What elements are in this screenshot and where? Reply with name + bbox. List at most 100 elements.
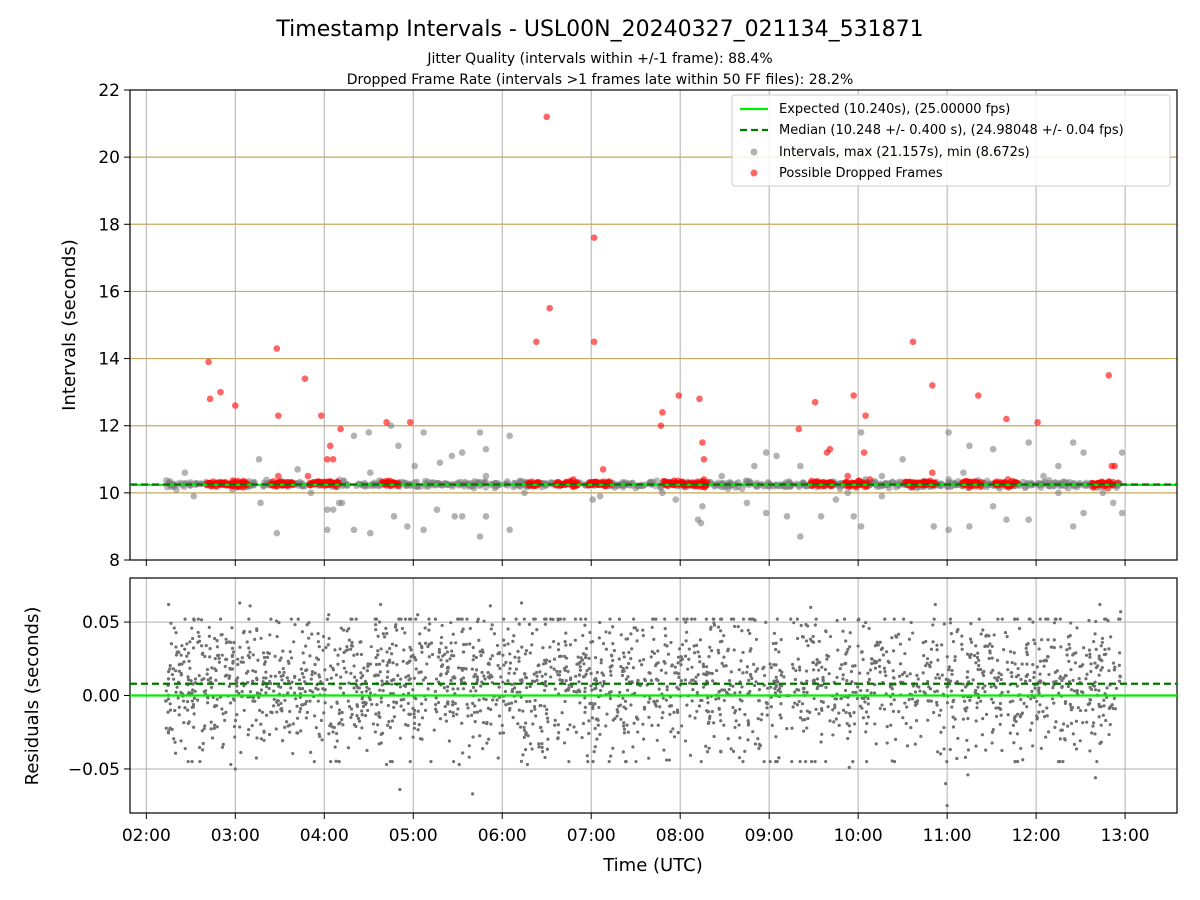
residual-point <box>769 685 773 689</box>
residual-point <box>397 617 401 621</box>
residual-point <box>697 654 702 659</box>
residual-point <box>202 690 206 694</box>
residual-point <box>198 759 202 764</box>
residual-point <box>1094 647 1098 652</box>
residual-point <box>913 700 918 704</box>
residual-point <box>727 687 731 692</box>
residual-point <box>316 699 320 703</box>
residual-point <box>846 647 850 651</box>
residual-point <box>398 787 402 792</box>
residual-point <box>935 643 939 647</box>
residual-point <box>475 710 480 714</box>
residual-point <box>313 671 317 675</box>
residual-point <box>501 731 506 735</box>
residual-point <box>1114 686 1119 690</box>
residual-point <box>366 708 370 713</box>
residual-point <box>623 699 628 703</box>
residual-point <box>540 749 545 754</box>
residual-point <box>427 642 431 646</box>
residual-point <box>446 666 450 670</box>
residual-point <box>675 617 679 621</box>
residual-point <box>773 691 777 695</box>
residual-point <box>745 670 749 674</box>
residual-point <box>883 617 887 621</box>
residual-point <box>595 679 599 683</box>
residual-point <box>567 683 571 687</box>
interval-y-tick-label: 8 <box>109 551 120 571</box>
residual-point <box>692 651 697 655</box>
residual-point <box>305 623 309 627</box>
residual-point <box>485 720 489 725</box>
residual-point <box>1107 647 1111 651</box>
residual-point <box>1045 654 1050 659</box>
residual-point <box>812 678 816 682</box>
residual-point <box>438 650 442 654</box>
residual-point <box>316 640 320 644</box>
residual-point <box>549 665 553 669</box>
residual-point <box>1102 704 1106 708</box>
dropped-frame-point <box>318 412 325 419</box>
residual-point <box>363 679 368 683</box>
residual-point <box>977 696 981 700</box>
residual-point <box>232 698 236 702</box>
residual-point <box>508 652 512 656</box>
residual-point <box>902 670 907 675</box>
residual-point <box>779 702 783 706</box>
residual-point <box>1051 686 1055 690</box>
residual-point <box>1070 706 1075 710</box>
residual-point <box>557 654 562 659</box>
residual-point <box>831 733 835 737</box>
residual-point <box>676 655 681 659</box>
residual-point <box>626 730 630 734</box>
residual-point <box>182 660 186 664</box>
residual-point <box>695 709 699 714</box>
interval-point <box>458 449 466 456</box>
residual-point <box>361 704 366 709</box>
residual-point <box>510 689 515 694</box>
residual-point <box>1088 655 1092 659</box>
residual-point <box>300 672 305 676</box>
residual-point <box>443 712 447 717</box>
residual-point <box>625 637 630 641</box>
residual-point <box>370 702 374 707</box>
residual-point <box>965 738 969 743</box>
residual-point <box>1111 661 1116 665</box>
residual-point <box>874 742 878 746</box>
residual-point <box>466 714 470 718</box>
residual-point <box>890 636 894 640</box>
residual-point <box>1053 725 1057 729</box>
residual-point <box>627 650 631 654</box>
residual-point <box>203 724 207 728</box>
residual-point <box>1097 654 1101 658</box>
residual-point <box>835 618 839 623</box>
residual-point <box>779 716 783 720</box>
residual-point <box>528 742 533 746</box>
residual-point <box>386 703 390 708</box>
residual-point <box>299 667 303 671</box>
residual-point <box>676 672 681 676</box>
residual-point <box>820 665 824 669</box>
residual-point <box>983 684 987 688</box>
residual-point <box>1033 642 1037 646</box>
residual-point <box>516 722 520 726</box>
residual-point <box>390 719 395 723</box>
residual-point <box>979 667 983 672</box>
legend-expected-label: Expected (10.240s), (25.00000 fps) <box>779 102 1010 117</box>
residual-point <box>448 657 452 661</box>
residual-point <box>566 688 570 692</box>
residual-point <box>317 673 321 677</box>
residual-point <box>1031 744 1035 748</box>
residual-point <box>671 727 675 731</box>
residual-point <box>368 662 372 666</box>
residual-point <box>168 664 172 668</box>
interval-point <box>366 469 374 477</box>
residual-point <box>345 629 349 633</box>
residual-point <box>604 630 608 634</box>
residual-point <box>1085 720 1089 724</box>
residual-point <box>1099 740 1103 744</box>
residual-point <box>302 675 306 679</box>
residual-point <box>757 746 761 750</box>
residual-point <box>439 673 443 678</box>
residual-point <box>534 714 538 718</box>
residual-point <box>719 749 723 753</box>
